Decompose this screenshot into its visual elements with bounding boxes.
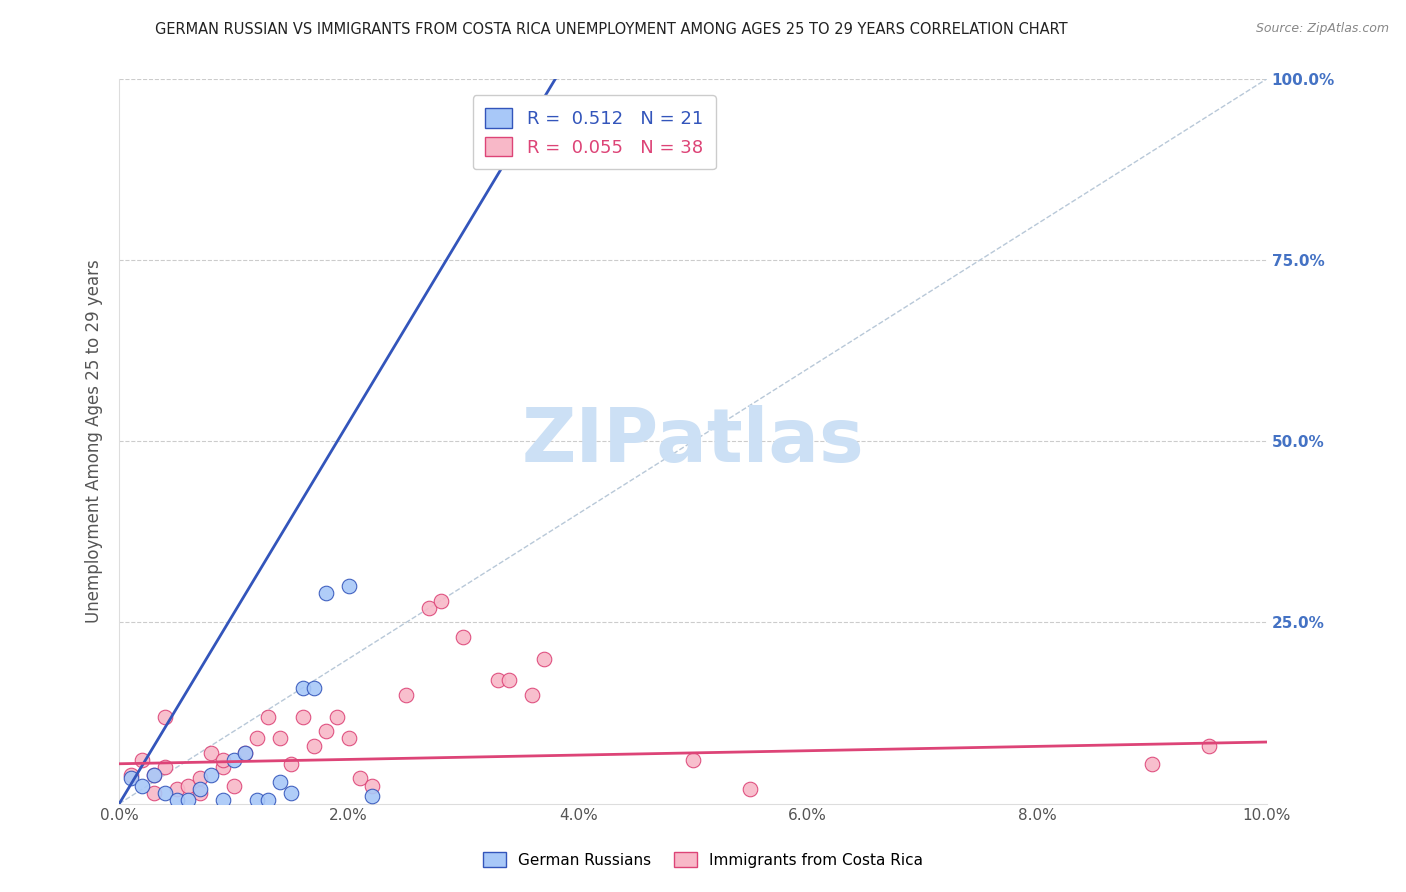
Point (269, 775, 291, 789)
Point (166, 793, 188, 807)
Point (429, 593, 451, 607)
Point (337, 579, 360, 593)
Point (269, 731, 291, 746)
Point (257, 709, 280, 723)
Point (246, 793, 269, 807)
Point (453, 630, 475, 644)
Point (740, 782, 762, 797)
Text: GERMAN RUSSIAN VS IMMIGRANTS FROM COSTA RICA UNEMPLOYMENT AMONG AGES 25 TO 29 YE: GERMAN RUSSIAN VS IMMIGRANTS FROM COSTA … (155, 22, 1069, 37)
Point (304, 739, 326, 753)
Point (257, 793, 280, 807)
Point (1198, 739, 1220, 753)
Point (315, 586, 337, 600)
Point (486, 673, 509, 688)
Point (315, 724, 337, 739)
Point (326, 709, 349, 723)
Point (235, 746, 257, 760)
Point (142, 767, 165, 781)
Point (211, 793, 233, 807)
Point (349, 771, 371, 785)
Point (177, 779, 200, 793)
Point (120, 767, 142, 781)
Point (395, 688, 418, 702)
Point (235, 746, 257, 760)
Point (222, 779, 245, 793)
Point (188, 786, 211, 800)
Point (120, 771, 142, 785)
Point (522, 688, 544, 702)
Y-axis label: Unemployment Among Ages 25 to 29 years: Unemployment Among Ages 25 to 29 years (86, 260, 103, 624)
Point (211, 753, 233, 767)
Point (337, 731, 360, 746)
Text: ZIPatlas: ZIPatlas (522, 405, 865, 478)
Point (153, 760, 176, 774)
Point (142, 786, 165, 800)
Point (200, 746, 222, 760)
Point (142, 767, 165, 781)
Point (153, 786, 176, 800)
Point (131, 753, 153, 767)
Point (418, 601, 440, 615)
Point (153, 709, 176, 723)
Point (291, 681, 314, 695)
Point (360, 789, 382, 804)
Point (280, 756, 302, 771)
Point (682, 753, 704, 767)
Point (360, 779, 382, 793)
Point (200, 767, 222, 781)
Point (544, 101, 567, 115)
Point (188, 782, 211, 797)
Point (177, 793, 200, 807)
Legend: R =  0.512   N = 21, R =  0.055   N = 38: R = 0.512 N = 21, R = 0.055 N = 38 (472, 95, 716, 169)
Text: Source: ZipAtlas.com: Source: ZipAtlas.com (1256, 22, 1389, 36)
Point (211, 760, 233, 774)
Point (533, 651, 555, 665)
Point (131, 779, 153, 793)
Point (1140, 756, 1163, 771)
Point (291, 709, 314, 723)
Point (304, 681, 326, 695)
Legend: German Russians, Immigrants from Costa Rica: German Russians, Immigrants from Costa R… (471, 839, 935, 880)
Point (498, 673, 520, 688)
Point (246, 731, 269, 746)
Point (166, 782, 188, 797)
Point (280, 786, 302, 800)
Point (222, 753, 245, 767)
Point (188, 771, 211, 785)
